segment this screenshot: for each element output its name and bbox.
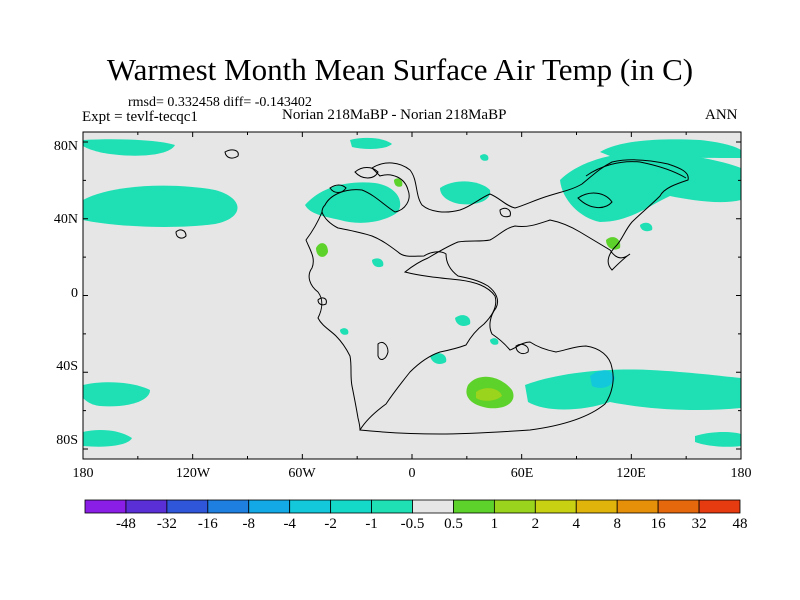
anomaly-small-teal-5 xyxy=(640,222,653,232)
anomaly-northpole-left xyxy=(83,139,175,156)
colorbar-swatch-15 xyxy=(698,499,741,514)
colorbar-label-3: -8 xyxy=(242,516,256,532)
colorbar-swatch-6 xyxy=(330,499,372,514)
comparison-label: Norian 218MaBP - Norian 218MaBP xyxy=(282,107,507,123)
colorbar-label-7: -0.5 xyxy=(400,516,425,532)
coastline-island-w2 xyxy=(224,149,239,159)
anomaly-small-green-1 xyxy=(316,243,328,257)
coastline-pangaea xyxy=(321,159,689,435)
colorbar-swatch-11 xyxy=(534,499,577,514)
lon-label-0: 0 xyxy=(408,466,416,481)
colorbar-swatch-8 xyxy=(412,499,454,514)
colorbar-swatch-7 xyxy=(371,499,413,514)
coastline-asia-north xyxy=(585,161,687,179)
axis-ticks xyxy=(82,132,742,459)
anomaly-south-africa-warm-core xyxy=(476,388,502,401)
colorbar-label-10: 2 xyxy=(531,516,540,532)
coastline-northern-inlet xyxy=(354,167,379,179)
colorbar-label-0: -48 xyxy=(115,516,136,532)
colorbar-swatch-2 xyxy=(166,499,209,514)
lat-label-0: 0 xyxy=(71,286,78,301)
coastline-island-s1 xyxy=(377,341,389,360)
colorbar-swatch-4 xyxy=(248,499,291,514)
lon-label-60e: 60E xyxy=(510,466,534,481)
anomaly-south-ocean-left xyxy=(83,382,150,407)
experiment-label: Expt = tevlf-tecqc1 xyxy=(82,109,198,125)
anomaly-small-teal-6 xyxy=(340,328,349,335)
colorbar-swatch-0 xyxy=(84,499,127,514)
colorbar-swatch-5 xyxy=(289,499,332,514)
anomaly-small-teal-4 xyxy=(480,154,489,161)
anomaly-small-teal-3 xyxy=(372,258,384,268)
colorbar-label-15: 48 xyxy=(732,516,748,532)
anomaly-europe xyxy=(440,181,491,205)
coastlines xyxy=(175,149,689,435)
anomaly-west-pacific-north xyxy=(83,185,238,227)
anomaly-field xyxy=(83,137,741,447)
anomaly-east-asia xyxy=(560,151,741,222)
colorbar-label-6: -1 xyxy=(365,516,378,532)
colorbar-swatch-13 xyxy=(616,499,659,514)
coastline-arctic-bay xyxy=(329,184,347,193)
colorbar-label-1: -32 xyxy=(156,516,177,532)
colorbar-swatch-1 xyxy=(125,499,168,514)
anomaly-small-teal-7 xyxy=(490,338,499,345)
anomaly-small-green-2 xyxy=(606,237,621,250)
anomaly-siberia-top xyxy=(600,139,741,160)
colorbar-swatch-10 xyxy=(493,499,536,514)
lon-label-180e: 180 xyxy=(730,466,752,481)
coastline-island-e1 xyxy=(499,207,511,218)
colorbar-swatch-3 xyxy=(207,499,250,514)
coastline-west-coast xyxy=(305,211,361,431)
lon-label-120w: 120W xyxy=(175,466,211,481)
coastline-island-s2 xyxy=(515,343,529,355)
season-label: ANN xyxy=(705,107,738,123)
colorbar-label-4: -4 xyxy=(283,516,296,532)
colorbar-label-12: 8 xyxy=(613,516,621,532)
colorbar-label-2: -16 xyxy=(197,516,218,532)
lon-label-180w: 180 xyxy=(72,466,94,481)
colorbar-label-11: 4 xyxy=(572,516,581,532)
coastline-island-c1 xyxy=(317,297,327,306)
anomaly-north-atlantic xyxy=(305,182,401,223)
stats-text: rmsd= 0.332458 diff= -0.143402 xyxy=(128,95,312,110)
colorbar-swatch-9 xyxy=(453,499,495,514)
colorbar-swatch-14 xyxy=(657,499,700,514)
anomaly-small-green-3 xyxy=(394,178,403,187)
map-title: Warmest Month Mean Surface Air Temp (in … xyxy=(106,52,694,87)
colorbar-label-14: 32 xyxy=(691,516,707,532)
colorbar-swatch-12 xyxy=(575,499,618,514)
anomaly-small-teal-2 xyxy=(430,353,447,364)
lat-label-80s: 80S xyxy=(56,433,78,448)
anomaly-south-indian-core xyxy=(590,370,615,388)
lat-label-40n: 40N xyxy=(53,212,78,227)
colorbar-label-5: -2 xyxy=(324,516,337,532)
anomaly-south-indian xyxy=(525,369,741,410)
colorbar-label-9: 1 xyxy=(490,516,499,532)
lat-label-40s: 40S xyxy=(56,359,78,374)
anomaly-arctic-center xyxy=(350,137,392,149)
colorbar xyxy=(84,499,741,514)
anomaly-small-teal-1 xyxy=(455,315,471,326)
coastline-island-w1 xyxy=(175,229,187,239)
anomaly-southpole-left xyxy=(83,430,132,447)
lon-label-120e: 120E xyxy=(616,466,646,481)
colorbar-label-13: 16 xyxy=(650,516,666,532)
lat-label-80n: 80N xyxy=(53,139,78,154)
anomaly-southpole-right xyxy=(695,432,741,447)
coastline-east-peninsula xyxy=(577,192,613,208)
lon-label-60w: 60W xyxy=(288,466,316,481)
colorbar-label-8: 0.5 xyxy=(444,516,463,532)
